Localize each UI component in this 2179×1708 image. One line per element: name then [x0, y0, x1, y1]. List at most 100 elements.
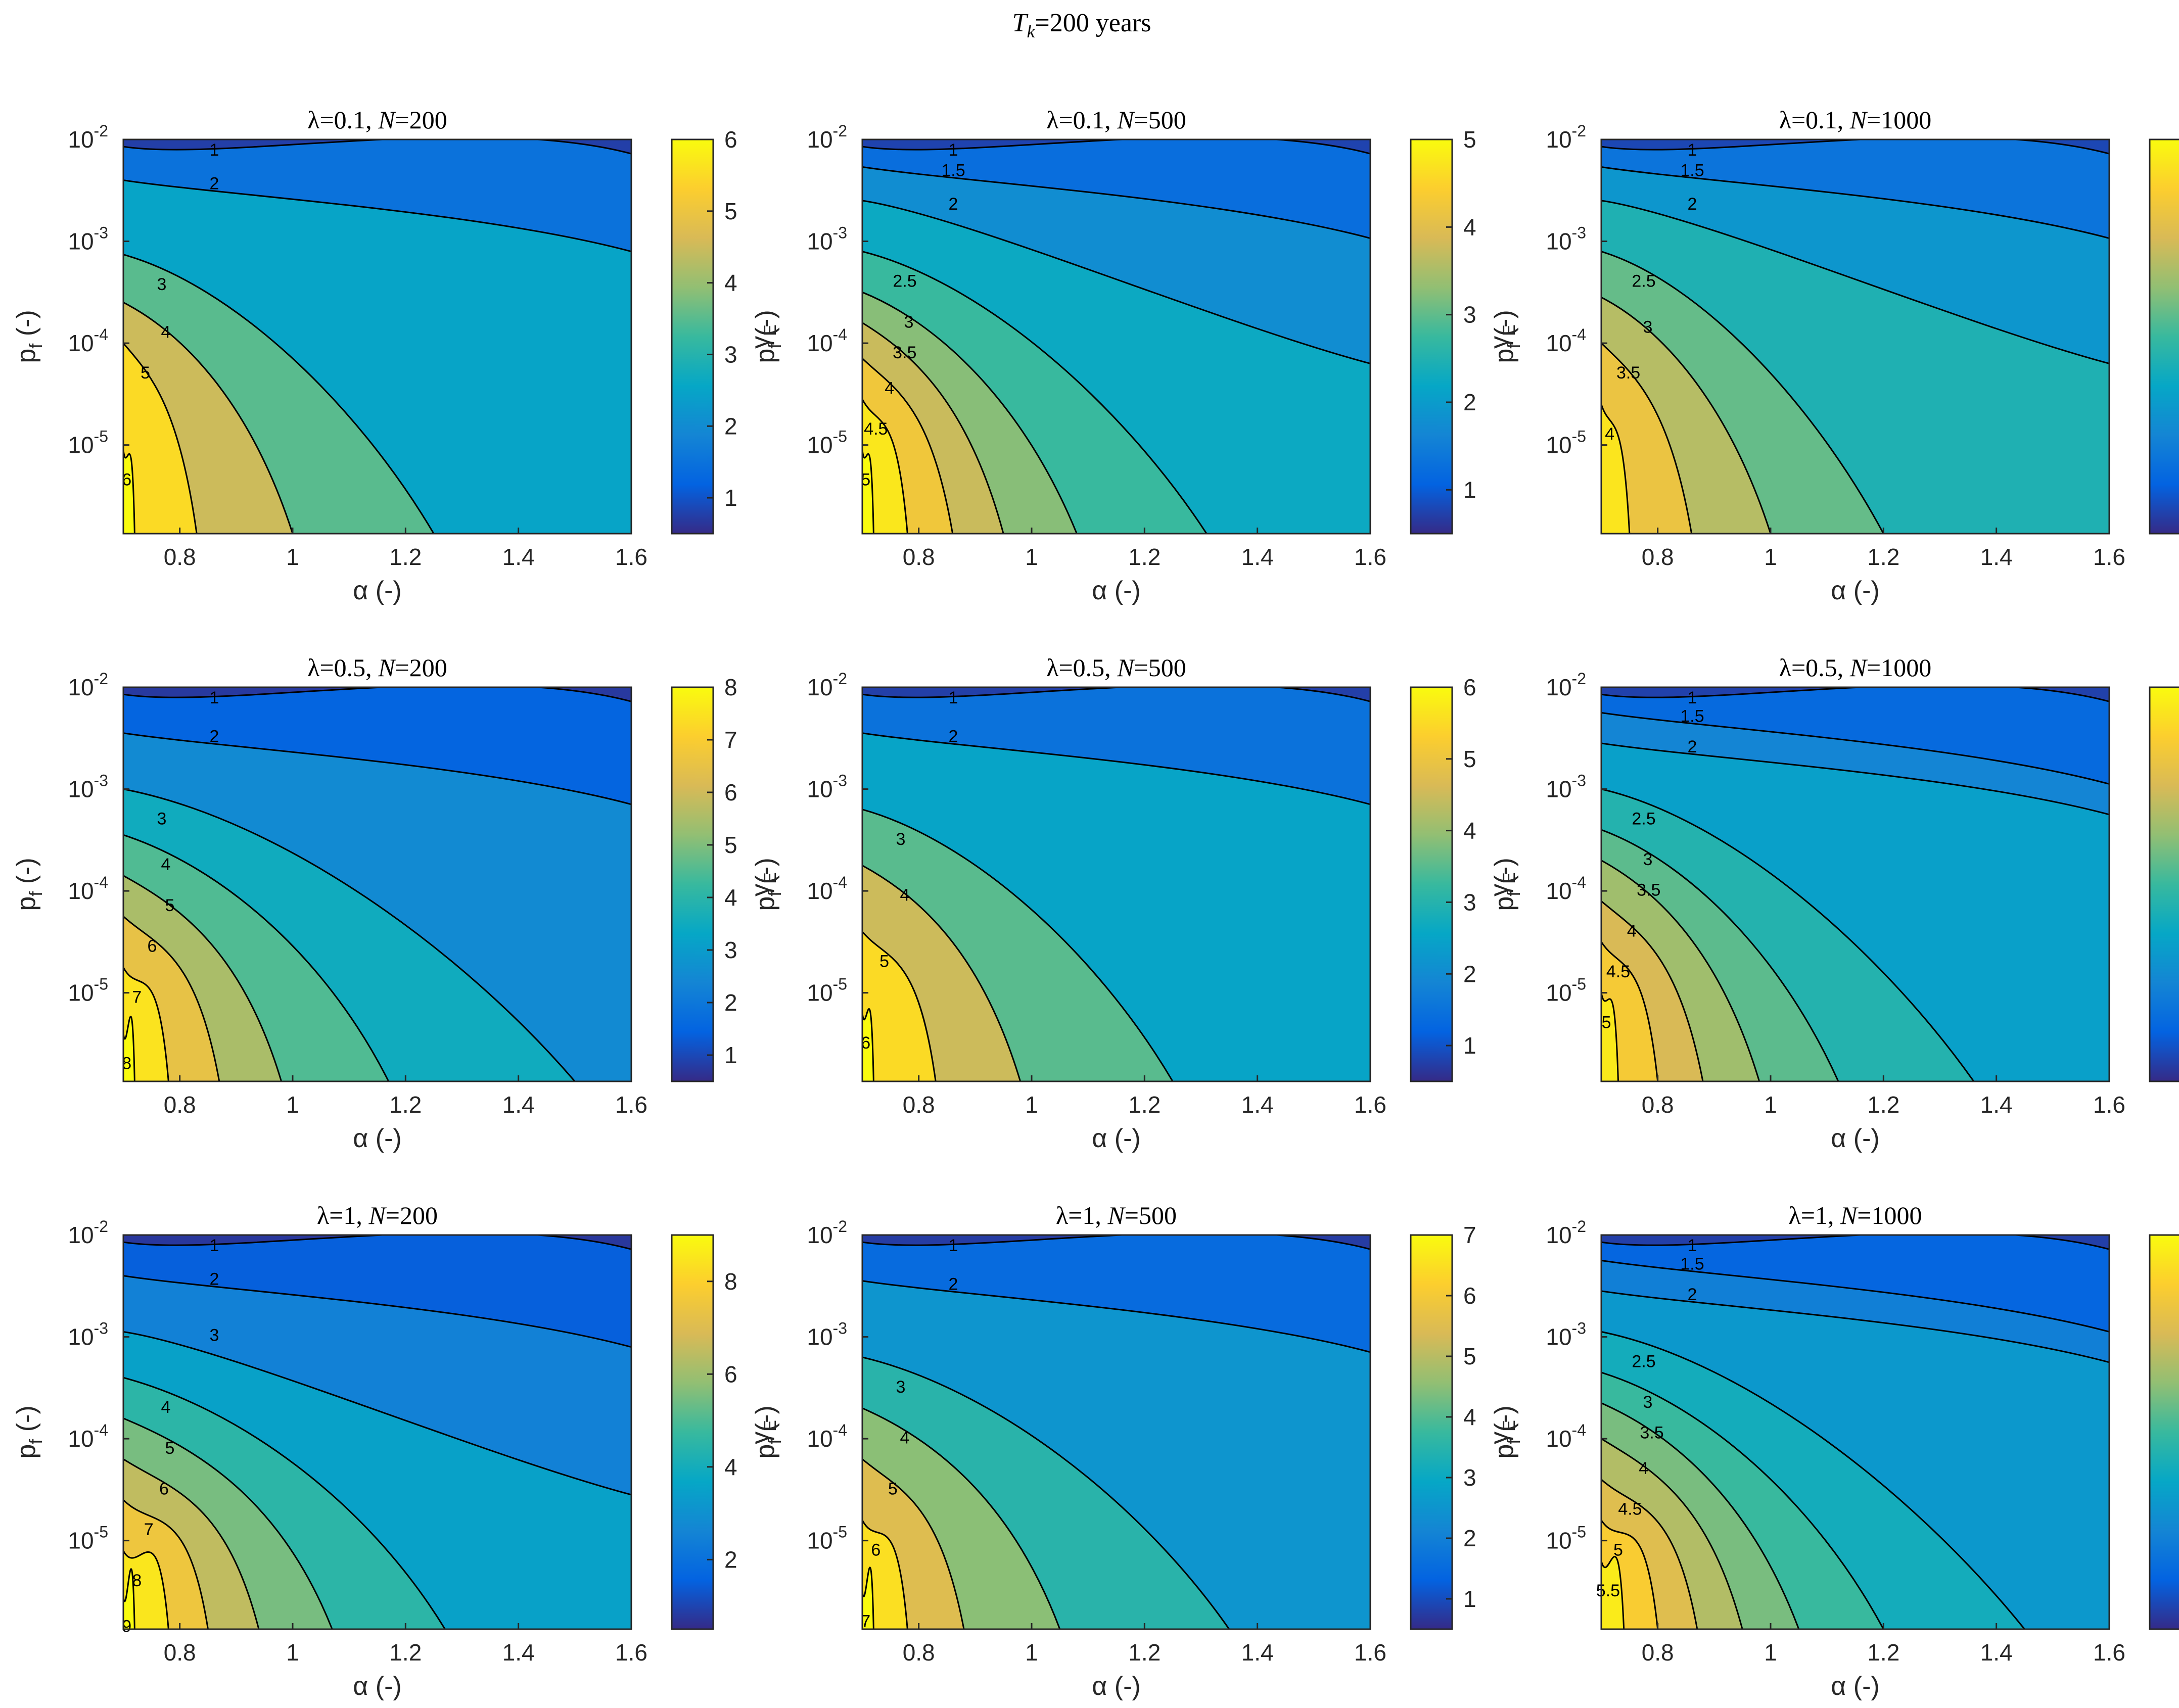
contour-label-3.5: 3.5	[1616, 363, 1640, 383]
contour-line-3	[123, 254, 435, 534]
contour-label-2: 2	[210, 174, 219, 194]
x-tick-label: 0.8	[1642, 544, 1674, 570]
contour-label-6: 6	[159, 1479, 169, 1498]
panel-1: 1 2 3 4 5 6 0.8 1 1.2 1.4 1.6 10-5 10-4 10-3 10-2 λ=0.1…	[12, 106, 780, 605]
axes-frame	[861, 686, 1371, 1082]
contour-label-4: 4	[1627, 921, 1637, 940]
colorbar-label: γE	[1485, 324, 1519, 349]
contour-line-4	[123, 834, 390, 1081]
contour-label-5: 5	[1613, 1540, 1623, 1559]
contour-line-1.5	[862, 166, 1370, 239]
colorbar	[1410, 1234, 1453, 1630]
contour-line-6	[123, 916, 220, 1081]
y-tick-label: 10-5	[1546, 428, 1586, 458]
x-tick-label: 1.6	[1354, 544, 1386, 570]
contour-label-1: 1	[210, 140, 219, 160]
contour-line-1	[1601, 1235, 2109, 1250]
colorbar-tick-label: 7	[1463, 1222, 1476, 1248]
contour-label-2: 2	[1688, 1285, 1697, 1304]
contour-line-7	[123, 967, 169, 1081]
contour-line-2	[862, 732, 1370, 805]
colorbar-label: γE	[746, 872, 780, 896]
contour-fills	[123, 687, 631, 1081]
colorbar-tick-label: 4	[1463, 818, 1476, 844]
contour-line-5	[862, 450, 874, 534]
contour-label-1: 1	[949, 688, 958, 707]
y-tick-label: 10-3	[1546, 1319, 1586, 1350]
y-tick-label: 10-3	[68, 772, 108, 802]
contour-band-8	[123, 1016, 135, 1081]
y-axis-label: pf (-)	[1490, 310, 1524, 363]
contour-line-3	[1601, 297, 1772, 534]
contour-line-3.5	[862, 322, 1004, 534]
colorbar-tick-label: 3	[724, 937, 737, 963]
axes-frame	[122, 1234, 632, 1630]
x-tick-label: 1.4	[1241, 1092, 1274, 1118]
contour-label-4: 4	[885, 378, 894, 398]
y-axis-label: pf (-)	[751, 1405, 785, 1458]
colorbar-tick-label: 4	[724, 1454, 737, 1480]
contour-label-2.5: 2.5	[1632, 272, 1655, 291]
contour-label-5: 5	[1602, 1013, 1611, 1032]
contour-band-8	[862, 399, 908, 534]
contour-label-6: 6	[147, 936, 157, 956]
y-tick-label: 10-2	[68, 1217, 108, 1248]
contour-label-4.5: 4.5	[864, 419, 888, 439]
panel-title: λ=0.1, N=200	[307, 106, 447, 134]
contour-line-5	[123, 343, 198, 534]
y-tick-label: 10-4	[1546, 1421, 1586, 1452]
contour-label-7: 7	[861, 1611, 870, 1631]
contour-line-6	[862, 1008, 874, 1081]
y-axis-label: pf (-)	[751, 858, 785, 911]
colorbar-label: γE	[1485, 872, 1519, 896]
contour-line-1	[862, 1235, 1370, 1250]
contour-line-6	[862, 1520, 908, 1629]
contour-label-3: 3	[157, 810, 167, 829]
y-axis-label: pf (-)	[12, 1405, 46, 1458]
axes-frame	[861, 1234, 1371, 1630]
y-tick-label: 10-5	[68, 1523, 108, 1554]
contour-line-1.5	[1601, 1259, 2109, 1333]
x-tick-label: 1.6	[615, 1639, 647, 1666]
contour-label-9: 9	[122, 1617, 131, 1636]
contour-label-3: 3	[1643, 317, 1653, 337]
y-tick-label: 10-2	[1546, 1217, 1586, 1248]
contour-line-7	[123, 1499, 209, 1629]
contour-label-4: 4	[161, 855, 171, 874]
contour-line-3	[1601, 829, 1839, 1081]
contour-label-4: 4	[161, 1398, 171, 1417]
contour-line-1	[1601, 139, 2109, 155]
contour-label-7: 7	[144, 1520, 154, 1539]
contour-line-4	[862, 865, 1022, 1081]
contour-label-5: 5	[861, 470, 870, 490]
contour-line-1	[123, 139, 631, 155]
x-tick-label: 0.8	[903, 1639, 935, 1666]
contour-label-3: 3	[896, 830, 906, 849]
colorbar	[671, 1234, 714, 1630]
contour-band-7	[123, 967, 169, 1081]
y-tick-label: 10-4	[68, 325, 108, 356]
x-tick-label: 1.2	[1867, 1639, 1899, 1666]
contour-line-2.5	[862, 251, 1208, 534]
y-tick-label: 10-2	[807, 1217, 847, 1248]
contour-line-3	[862, 1356, 1230, 1629]
colorbar-tick-label: 3	[1463, 1464, 1476, 1491]
x-tick-label: 1.2	[1867, 1092, 1899, 1118]
x-tick-label: 1.4	[502, 1639, 535, 1666]
panel-4: 1 2 3 4 5 6 7 8 0.8 1 1.2 1.4 1.6 10-5 10-4 10-3 10-2 λ=0…	[12, 653, 780, 1153]
x-tick-label: 1.2	[1867, 544, 1899, 570]
colorbar-tick-label: 1	[724, 485, 737, 511]
contour-label-4: 4	[1605, 424, 1614, 444]
colorbar-tick-label: 2	[724, 1546, 737, 1573]
contour-line-1	[123, 687, 631, 702]
contour-label-5: 5	[888, 1479, 898, 1498]
panels: 1 2 3 4 5 6 0.8 1 1.2 1.4 1.6 10-5 10-4 10-3 10-2 λ=0.1…	[12, 106, 2179, 1701]
contour-band-5	[862, 931, 936, 1081]
y-tick-label: 10-3	[1546, 224, 1586, 255]
contour-line-2	[1601, 742, 2109, 816]
contour-label-5: 5	[165, 896, 175, 915]
contour-label-3.5: 3.5	[1637, 881, 1660, 900]
contour-label-4: 4	[161, 322, 171, 342]
panel-7: 1 2 3 4 5 6 7 8 9 0.8 1 1.2 1.4 1.6 10-5 10-4 10-3 10-2 λ=…	[12, 1201, 780, 1701]
contour-line-4.5	[862, 399, 908, 534]
